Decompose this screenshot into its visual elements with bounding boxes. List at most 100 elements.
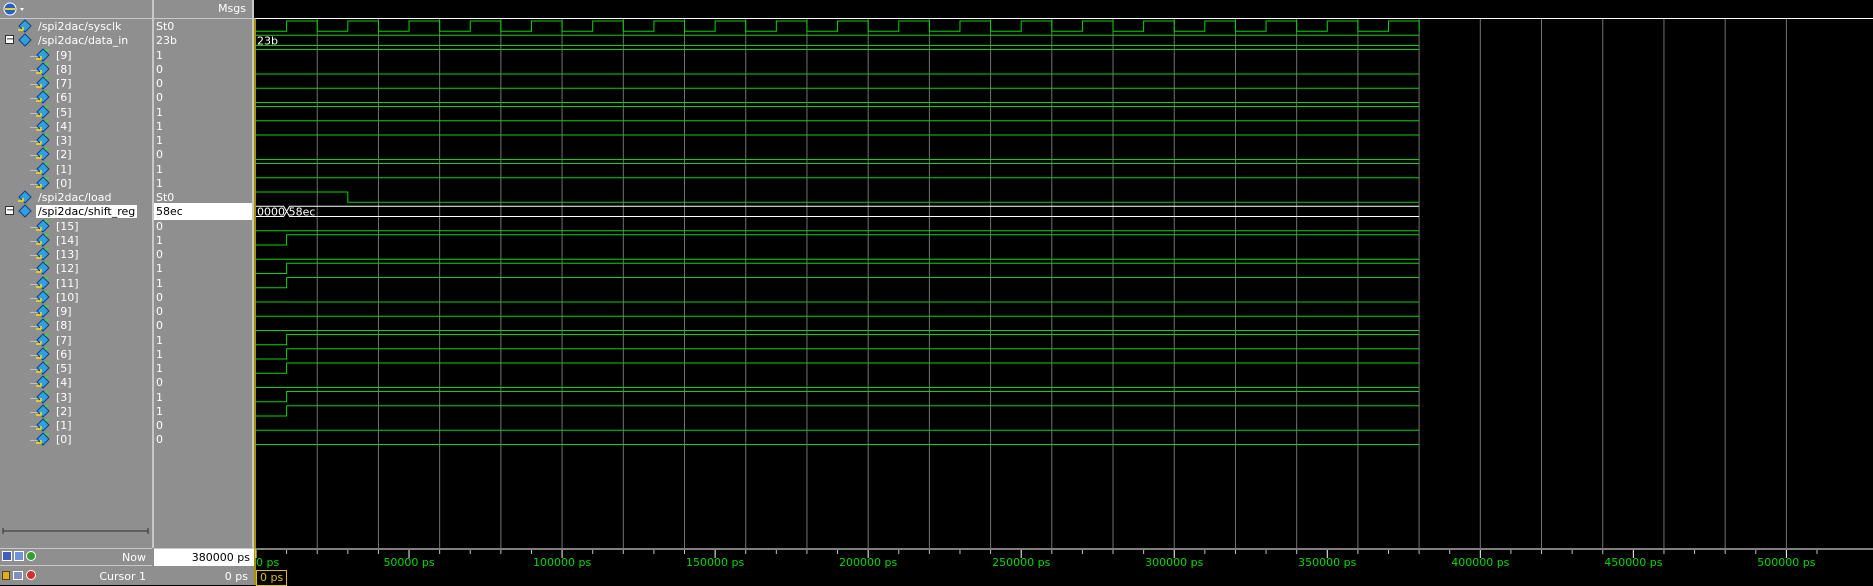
ruler-tick-label: 350000 ps [1298,556,1356,569]
lock-icon[interactable] [2,551,12,561]
signal-row[interactable]: [8] [0,317,152,334]
cursor-time-box[interactable]: 0 ps [256,570,288,586]
signal-row[interactable]: [15] [0,218,152,235]
signal-name: [12] [56,262,79,276]
waveform-area[interactable]: 23b 0000 58ec [254,18,1873,548]
signal-diamond-icon [36,62,50,76]
ruler-tick-label: 200000 ps [839,556,897,569]
signal-name: [8] [56,319,72,333]
signal-value: 1 [156,176,163,190]
load-waveform [256,191,1420,203]
signal-row[interactable]: [6] [0,346,152,363]
signal-value: 1 [156,390,163,404]
signal-row[interactable]: [2] [0,403,152,420]
collapse-toggle-icon[interactable]: − [5,205,15,217]
signal-name-pane: /spi2dac/sysclk −/spi2dac/data_in [9] [8] [7… [0,0,152,585]
tree-line [30,397,40,399]
signal-row[interactable]: [9] [0,303,152,320]
signal-diamond-icon [36,47,50,62]
signal-name: [5] [56,105,72,119]
ruler-tick-label: 400000 ps [1451,556,1509,569]
ruler-tick-label: 100000 ps [533,556,591,569]
tree-line [30,340,40,342]
time-values-pane: 380000 ps 0 ps [152,548,254,585]
signal-row[interactable]: /spi2dac/load [0,189,152,206]
bit-waveform [256,362,1420,374]
signal-row[interactable]: [4] [0,374,152,391]
signal-name: [3] [56,134,72,147]
add-cursor-icon[interactable] [26,551,36,561]
signal-row[interactable]: [1] [0,417,152,434]
msgs-label: Msgs [218,2,246,15]
signal-row[interactable]: [4] [0,118,152,135]
signal-value: 1 [156,119,163,133]
tree-line [30,426,40,427]
signal-row[interactable]: [0] [0,431,152,448]
signal-diamond-icon [36,176,50,190]
tree-line [30,226,40,228]
signal-diamond-icon [36,375,50,389]
signal-row[interactable]: [7] [0,75,152,92]
signal-diamond-icon [36,318,50,332]
signal-row[interactable]: [6] [0,89,152,106]
collapse-toggle-icon[interactable]: − [5,34,15,46]
signal-diamond-icon [36,76,50,90]
signal-row[interactable]: [5] [0,104,152,121]
horizontal-scrollbar[interactable] [2,528,150,534]
signal-row[interactable]: [13] [0,246,152,263]
signal-diamond-icon [36,218,50,233]
signal-row[interactable]: [12] [0,260,152,277]
signal-diamond-icon [36,361,50,375]
signal-row[interactable]: /spi2dac/sysclk [0,18,152,35]
signal-row[interactable]: [7] [0,332,152,349]
signal-row[interactable]: − /spi2dac/data_in [0,32,152,49]
signal-value: 0 [156,305,163,318]
signal-value: 1 [156,404,163,418]
bit-waveform [256,277,1420,289]
pane-divider[interactable] [152,0,154,585]
tree-line [30,255,40,256]
bus-value-label: 23b [257,35,278,48]
bit-waveform [256,262,1420,274]
signal-value: St0 [156,191,175,204]
signal-row[interactable]: [14] [0,232,152,249]
signal-row[interactable]: [5] [0,360,152,377]
signal-value: 0 [156,62,163,76]
cursor-label: Cursor 1 [99,570,146,583]
signal-row[interactable]: [3] [0,132,152,149]
signal-value: 1 [156,48,163,62]
signal-diamond-icon [18,19,32,33]
signal-row[interactable]: [8] [0,61,152,78]
lock-icon[interactable] [2,571,10,580]
names-header [0,0,152,19]
clock-waveform [256,20,1420,32]
signal-value: 1 [156,134,163,147]
signal-row[interactable]: [2] [0,146,152,163]
wave-window-icon[interactable] [2,1,28,17]
signal-row[interactable]: [0] [0,175,152,192]
signal-row[interactable]: − /spi2dac/shift_reg [0,203,152,220]
delete-icon[interactable] [26,570,36,580]
signal-diamond-icon [36,147,50,161]
pane-divider[interactable] [252,0,254,585]
signal-row[interactable]: [1] [0,161,152,178]
tree-line [30,383,40,385]
signal-name: [4] [56,119,72,133]
tree-line [30,440,40,442]
signal-row[interactable]: [10] [0,289,152,306]
tree-line [30,169,40,171]
signal-row[interactable]: [11] [0,275,152,292]
signal-value: 1 [156,262,163,276]
bit-waveform [256,348,1420,360]
time-ruler-canvas[interactable]: 0 ps 50000 ps 100000 ps 150000 ps 200000 ps 2… [254,548,1873,585]
pencil-icon[interactable] [13,571,23,580]
tree-line [30,69,40,71]
signal-value: 0 [156,376,163,390]
ruler-tick-label: 450000 ps [1604,556,1662,569]
tree-line [30,112,40,114]
signal-row[interactable]: [3] [0,389,152,406]
cursor-icon[interactable] [14,551,24,561]
time-ruler[interactable]: 0 ps 50000 ps 100000 ps 150000 ps 200000 ps 2… [254,548,1873,585]
waveform-canvas[interactable]: 23b 0000 58ec [254,18,1873,548]
signal-row[interactable]: [9] [0,47,152,64]
